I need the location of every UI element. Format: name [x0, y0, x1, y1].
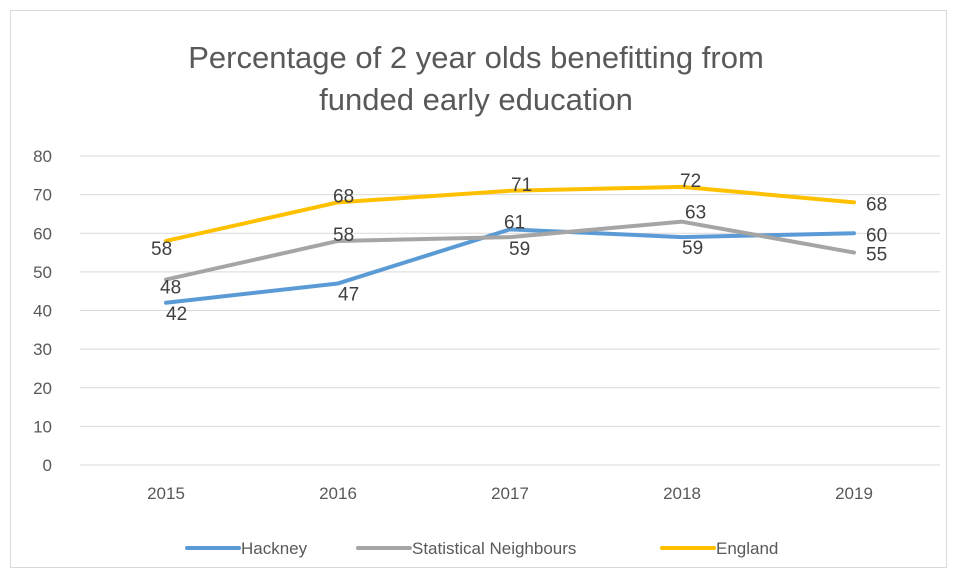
- x-tick-label: 2017: [491, 484, 529, 503]
- y-tick-label: 0: [43, 456, 52, 475]
- y-tick-label: 70: [33, 186, 52, 205]
- data-label: 61: [504, 212, 525, 233]
- x-tick-label: 2018: [663, 484, 701, 503]
- series-line-0: [164, 227, 856, 305]
- data-label: 47: [338, 284, 359, 305]
- y-tick-label: 40: [33, 302, 52, 321]
- data-label: 72: [680, 171, 701, 192]
- data-label: 59: [682, 238, 703, 259]
- legend-label: Hackney: [241, 539, 308, 558]
- legend-label: England: [716, 539, 778, 558]
- x-tick-label: 2019: [835, 484, 873, 503]
- chart-border: [10, 10, 947, 568]
- y-tick-label: 30: [33, 340, 52, 359]
- x-axis-ticks: 2015 2016 2017 2018 2019: [147, 484, 873, 503]
- data-label: 63: [685, 203, 706, 224]
- data-label: 68: [333, 186, 354, 207]
- data-label: 68: [866, 194, 887, 215]
- legend: Hackney Statistical Neighbours England: [185, 539, 778, 558]
- data-label: 71: [511, 175, 532, 196]
- data-label: 42: [166, 304, 187, 325]
- series-line-2: [164, 184, 856, 243]
- chart-title-line-1: Percentage of 2 year olds benefitting fr…: [188, 40, 764, 75]
- data-label: 55: [866, 245, 887, 266]
- series-lines: [164, 184, 856, 305]
- legend-label: Statistical Neighbours: [412, 539, 576, 558]
- y-tick-label: 80: [33, 147, 52, 166]
- data-labels: 42 47 61 59 60 48 58 59 63 55 58 68 71 72 68: [151, 171, 887, 325]
- x-tick-label: 2016: [319, 484, 357, 503]
- data-label: 60: [866, 225, 887, 246]
- series-line-1: [164, 219, 856, 282]
- data-label: 58: [151, 239, 172, 260]
- y-tick-label: 50: [33, 263, 52, 282]
- data-label: 48: [160, 278, 181, 299]
- data-label: 58: [333, 225, 354, 246]
- y-tick-label: 10: [33, 417, 52, 436]
- y-axis-ticks: 0 10 20 30 40 50 60 70 80: [33, 147, 52, 475]
- y-tick-label: 60: [33, 224, 52, 243]
- data-label: 59: [509, 239, 530, 260]
- x-tick-label: 2015: [147, 484, 185, 503]
- y-tick-label: 20: [33, 379, 52, 398]
- chart-title-line-2: funded early education: [319, 82, 633, 117]
